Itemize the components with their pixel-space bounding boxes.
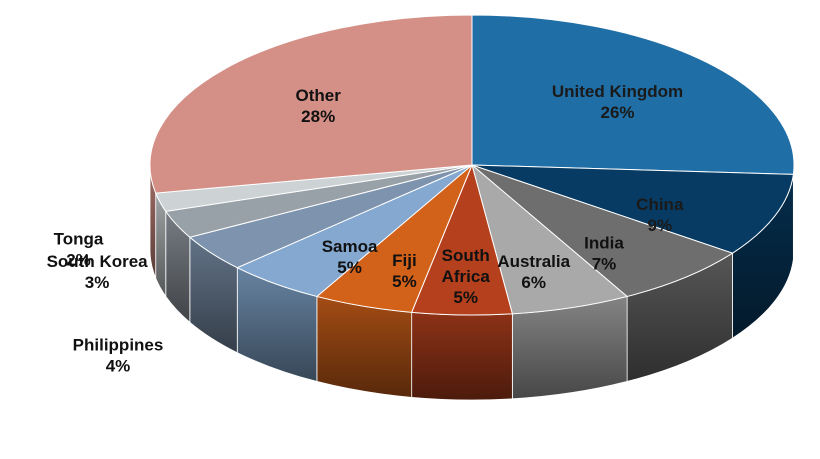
pie-value-tonga: 2% bbox=[66, 251, 91, 270]
pie-side-fiji bbox=[316, 295, 413, 398]
pie-slice-china bbox=[471, 164, 794, 254]
pie-label-australia: Australia 6% bbox=[497, 252, 570, 292]
pie-label-philippines: Philippines 4% bbox=[73, 336, 164, 376]
pie-name-tonga: Tonga bbox=[54, 230, 104, 249]
pie-value-south-korea: 3% bbox=[85, 273, 110, 292]
pie-slice-united-kingdom bbox=[471, 14, 795, 175]
pie-slice-australia bbox=[471, 163, 629, 315]
pie-label-tonga: Tonga 2% bbox=[54, 230, 104, 270]
pie-label-india: India 7% bbox=[584, 233, 624, 273]
pie-name-united-kingdom: United Kingdom bbox=[552, 82, 683, 101]
pie-label-united-kingdom: United Kingdom 26% bbox=[552, 82, 683, 122]
pie-value-china: 9% bbox=[648, 216, 673, 235]
pie-labels: United Kingdom 26% China 9% India 7% Australia… bbox=[47, 82, 684, 376]
pie-name-australia: Australia bbox=[497, 252, 570, 271]
pie-name-south-africa: Africa bbox=[442, 267, 491, 286]
pie-value-philippines: 4% bbox=[106, 357, 131, 376]
pie-label-china: China 9% bbox=[636, 195, 684, 235]
pie-value-other: 28% bbox=[301, 107, 335, 126]
pie-value-united-kingdom: 26% bbox=[600, 103, 634, 122]
pie-sides bbox=[149, 164, 795, 401]
pie-name-south-africa: South bbox=[442, 246, 490, 265]
pie-slice-other bbox=[149, 14, 473, 194]
pie-slice-india bbox=[471, 164, 734, 297]
pie-value-samoa: 5% bbox=[337, 258, 362, 277]
pie-name-south-korea: South Korea bbox=[47, 252, 149, 271]
pie-name-other: Other bbox=[296, 86, 342, 105]
pie-label-south-africa: South Africa 5% bbox=[442, 246, 491, 307]
pie-side-south-africa bbox=[411, 311, 513, 401]
pie-value-fiji: 5% bbox=[392, 272, 417, 291]
pie-label-samoa: Samoa 5% bbox=[322, 237, 378, 277]
pie-name-philippines: Philippines bbox=[73, 336, 164, 355]
pie-label-other: Other 28% bbox=[296, 86, 342, 126]
pie-name-samoa: Samoa bbox=[322, 237, 378, 256]
pie-name-china: China bbox=[636, 195, 684, 214]
pie-value-india: 7% bbox=[592, 254, 617, 273]
pie-name-india: India bbox=[584, 233, 624, 252]
pie-label-south-korea: South Korea 3% bbox=[47, 252, 149, 292]
pie-slices bbox=[149, 14, 795, 316]
pie-value-south-africa: 5% bbox=[453, 288, 478, 307]
pie-name-fiji: Fiji bbox=[392, 251, 417, 270]
pie-label-fiji: Fiji 5% bbox=[392, 251, 417, 291]
pie-value-australia: 6% bbox=[521, 273, 546, 292]
